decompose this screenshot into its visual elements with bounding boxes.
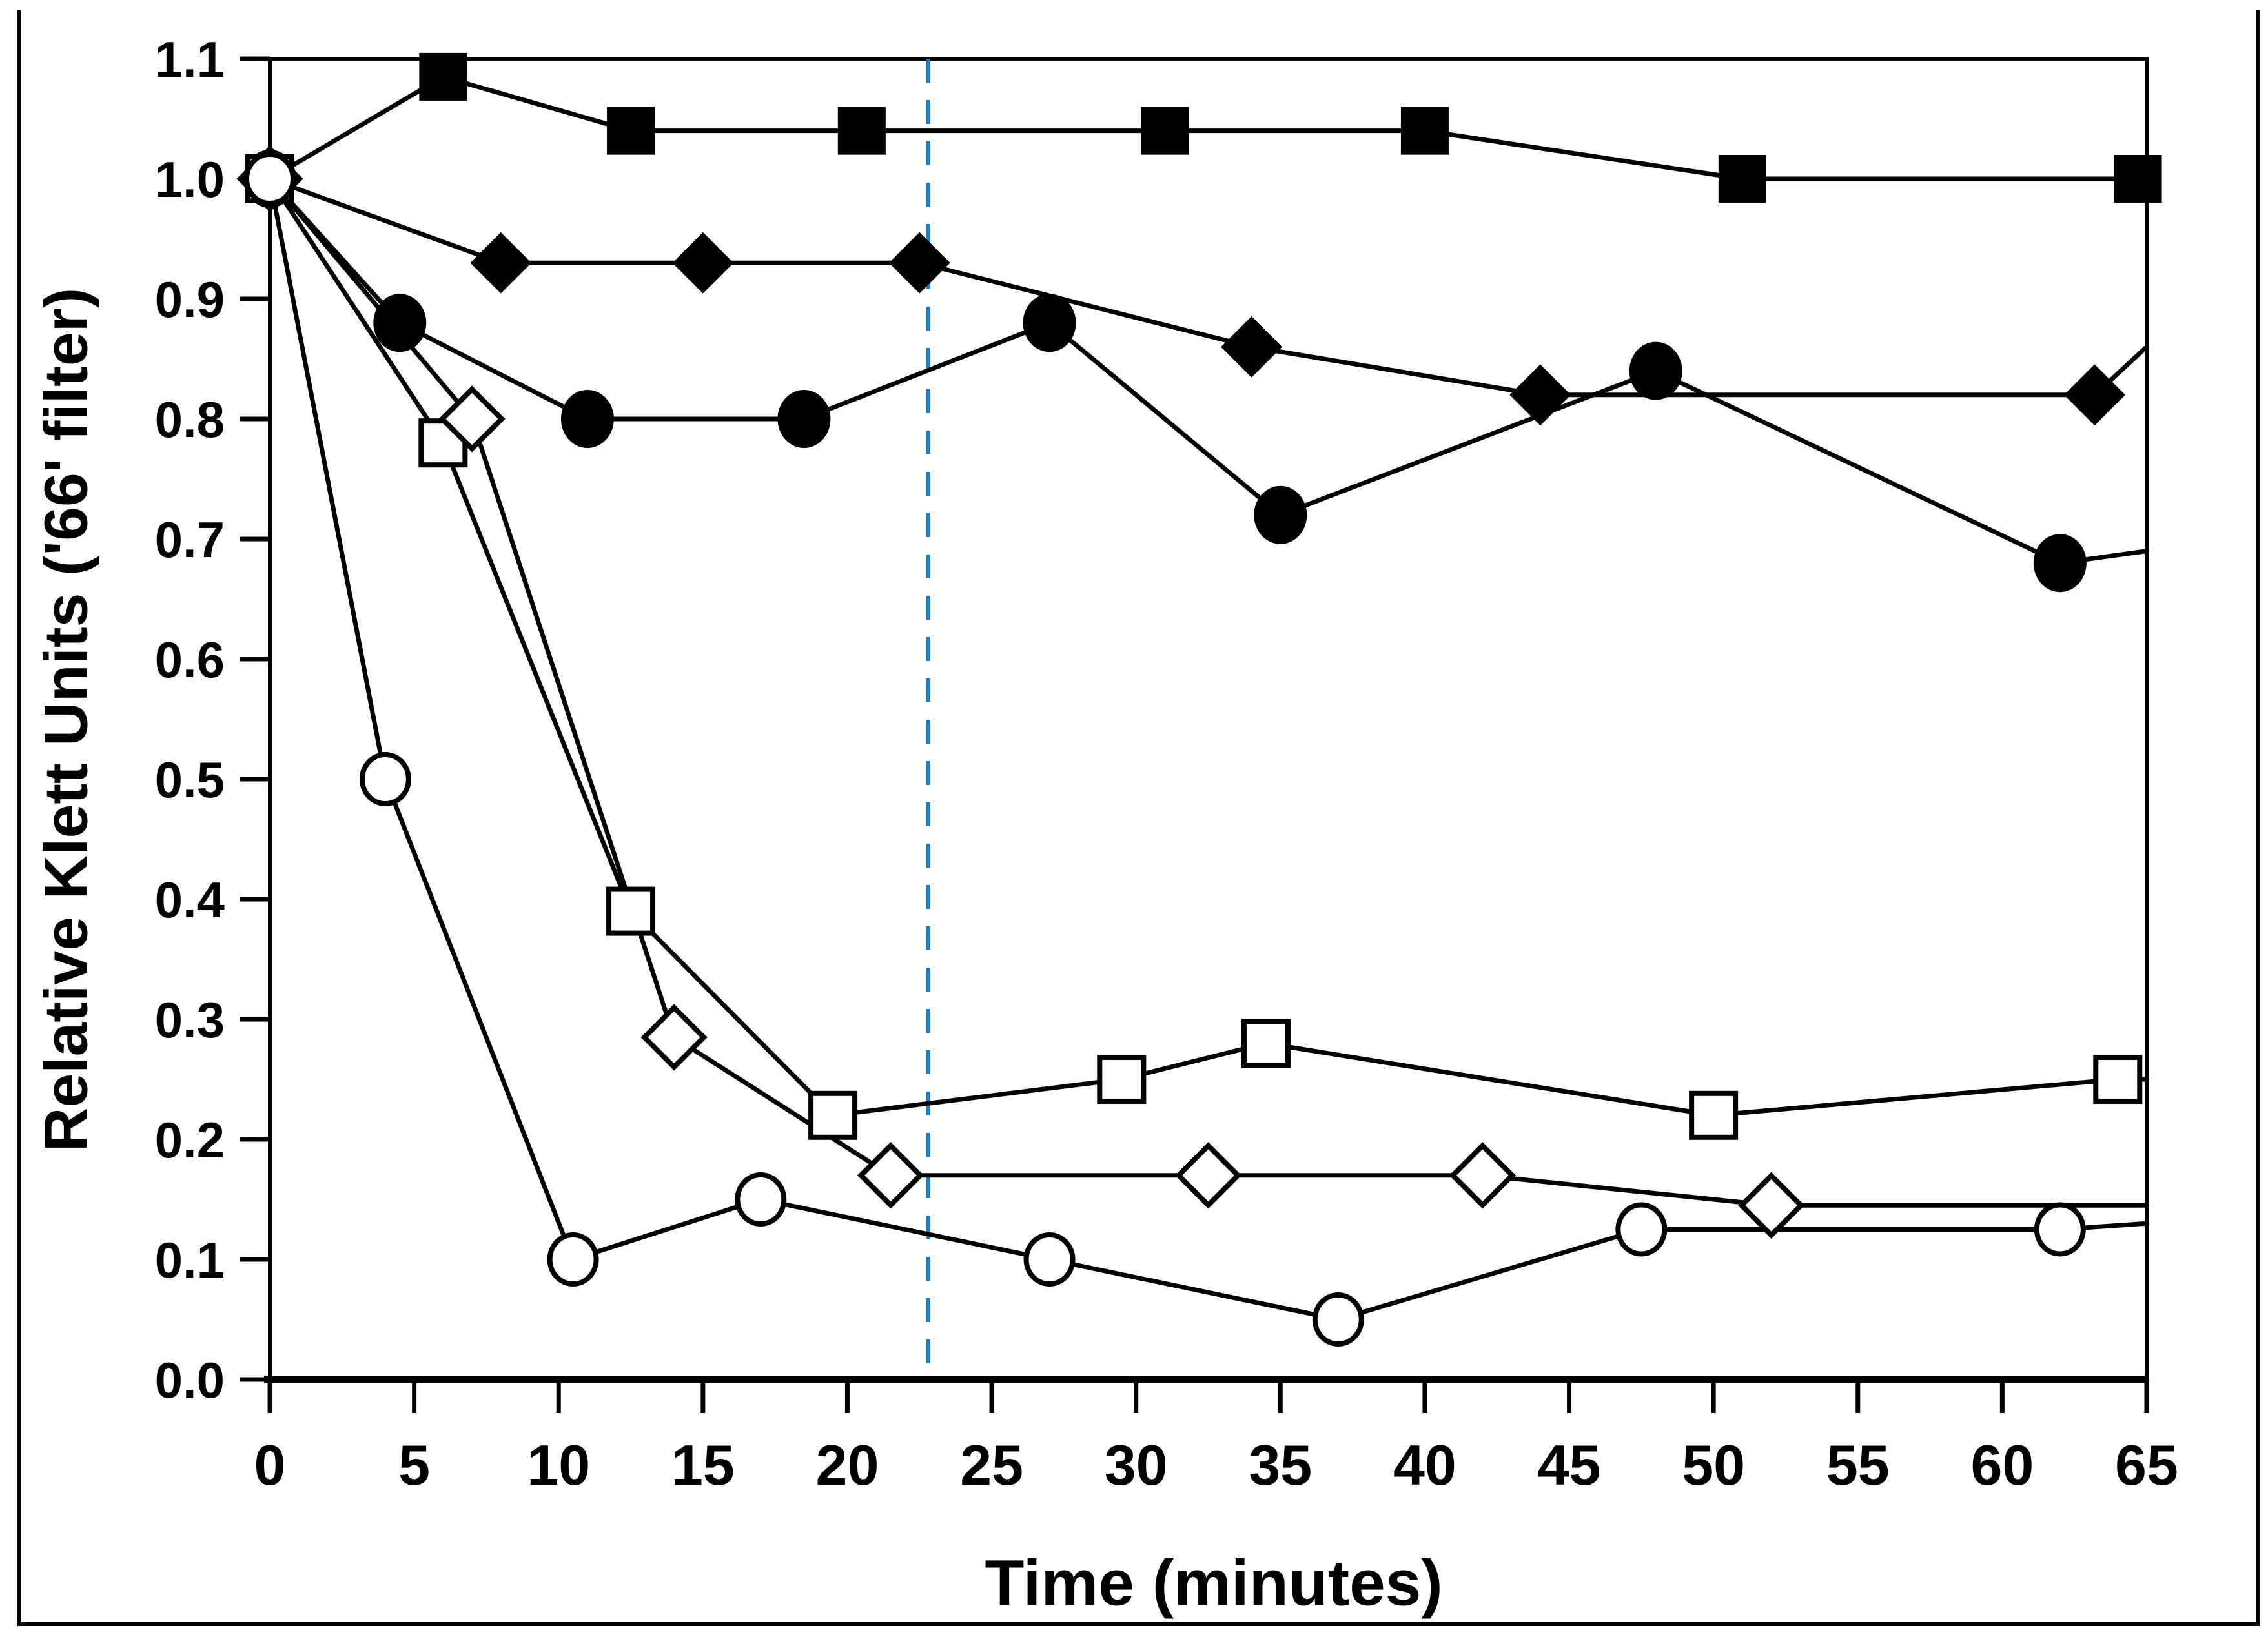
filled-diamond-series-line (267, 176, 2149, 398)
open-square-series-marker (1689, 1090, 1739, 1140)
filled-diamond-series-marker (2064, 364, 2125, 426)
open-diamond-series-marker (1737, 1172, 1805, 1239)
open-square-series-marker (2093, 1055, 2143, 1104)
x-tick-label: 35 (1249, 1433, 1312, 1497)
open-circle-series-marker (359, 752, 411, 806)
open-diamond-series-line (267, 176, 2149, 1208)
filled-circle-series-marker (373, 294, 427, 352)
y-tick-label: 0.2 (155, 1112, 225, 1168)
y-tick-label: 0.8 (155, 391, 225, 448)
x-tick-label: 60 (1970, 1433, 2034, 1497)
filled-square-series-marker (419, 52, 467, 101)
open-diamond-series-marker (1174, 1142, 1242, 1209)
filled-circle-series-marker (1629, 341, 1682, 400)
filled-circle-series-marker (2033, 534, 2087, 593)
filled-diamond-series-marker (1509, 364, 1571, 426)
open-circle-series-marker (547, 1232, 599, 1287)
filled-diamond-series-marker (470, 232, 532, 294)
open-circle-series-marker (1023, 1232, 1076, 1287)
open-diamond-series-marker (640, 1004, 708, 1071)
open-circle-series-marker (2034, 1202, 2086, 1257)
filled-square-series-marker (1718, 155, 1766, 203)
open-square-series-marker (1241, 1019, 1291, 1068)
y-tick-label: 0.1 (155, 1232, 225, 1288)
x-axis-title: Time (minutes) (985, 1547, 1443, 1620)
filled-square-series-marker (837, 107, 886, 155)
y-tick-label: 0.9 (155, 271, 225, 328)
open-square-series-line (267, 176, 2149, 1118)
filled-square-series-marker (607, 107, 655, 155)
filled-square-series-line (267, 74, 2149, 181)
filled-circle-series-marker (777, 390, 831, 448)
y-axis-title: Relative Klett Units ('66' filter) (32, 287, 101, 1152)
filled-square-series-marker (2114, 155, 2162, 203)
x-tick-label: 0 (254, 1433, 286, 1497)
open-square-series-marker (808, 1090, 858, 1140)
x-tick-label: 40 (1393, 1433, 1456, 1497)
filled-diamond-series-marker (1221, 316, 1282, 378)
filled-diamond-series-marker (672, 232, 734, 294)
y-tick-label: 0.4 (155, 871, 225, 928)
open-square-series-marker (606, 886, 656, 936)
y-tick-label: 0.5 (155, 751, 225, 808)
x-tick-label: 55 (1826, 1433, 1890, 1497)
open-circle-series-marker (244, 152, 296, 206)
x-tick-label: 25 (960, 1433, 1023, 1497)
figure-border (17, 10, 2260, 1626)
y-tick-label: 1.1 (155, 31, 225, 88)
y-tick-label: 1.0 (155, 151, 225, 208)
open-circle-series-marker (735, 1172, 787, 1227)
x-tick-label: 45 (1538, 1433, 1601, 1497)
open-circle-series-marker (1312, 1292, 1364, 1347)
open-square-series-marker (1097, 1055, 1147, 1104)
open-diamond-series-marker (857, 1142, 925, 1209)
x-tick-label: 65 (2115, 1433, 2178, 1497)
x-tick-label: 30 (1105, 1433, 1168, 1497)
x-tick-label: 10 (527, 1433, 590, 1497)
y-tick-label: 0.0 (155, 1352, 225, 1409)
x-tick-label: 15 (671, 1433, 735, 1497)
x-tick-label: 50 (1682, 1433, 1745, 1497)
y-tick-label: 0.6 (155, 631, 225, 688)
filled-square-series-marker (1400, 107, 1449, 155)
filled-diamond-series-marker (888, 232, 950, 294)
x-tick-label: 20 (816, 1433, 879, 1497)
x-tick-label: 5 (398, 1433, 430, 1497)
filled-circle-series-marker (1254, 485, 1307, 544)
filled-circle-series-marker (560, 390, 614, 448)
open-diamond-series-marker (1449, 1142, 1517, 1209)
filled-circle-series-line (267, 176, 2149, 565)
filled-square-series-marker (1141, 107, 1189, 155)
y-tick-label: 0.7 (155, 511, 225, 568)
y-tick-label: 0.3 (155, 992, 225, 1048)
open-diamond-series-marker (438, 385, 506, 453)
filled-circle-series-marker (1023, 294, 1076, 352)
open-circle-series-marker (1615, 1202, 1668, 1257)
